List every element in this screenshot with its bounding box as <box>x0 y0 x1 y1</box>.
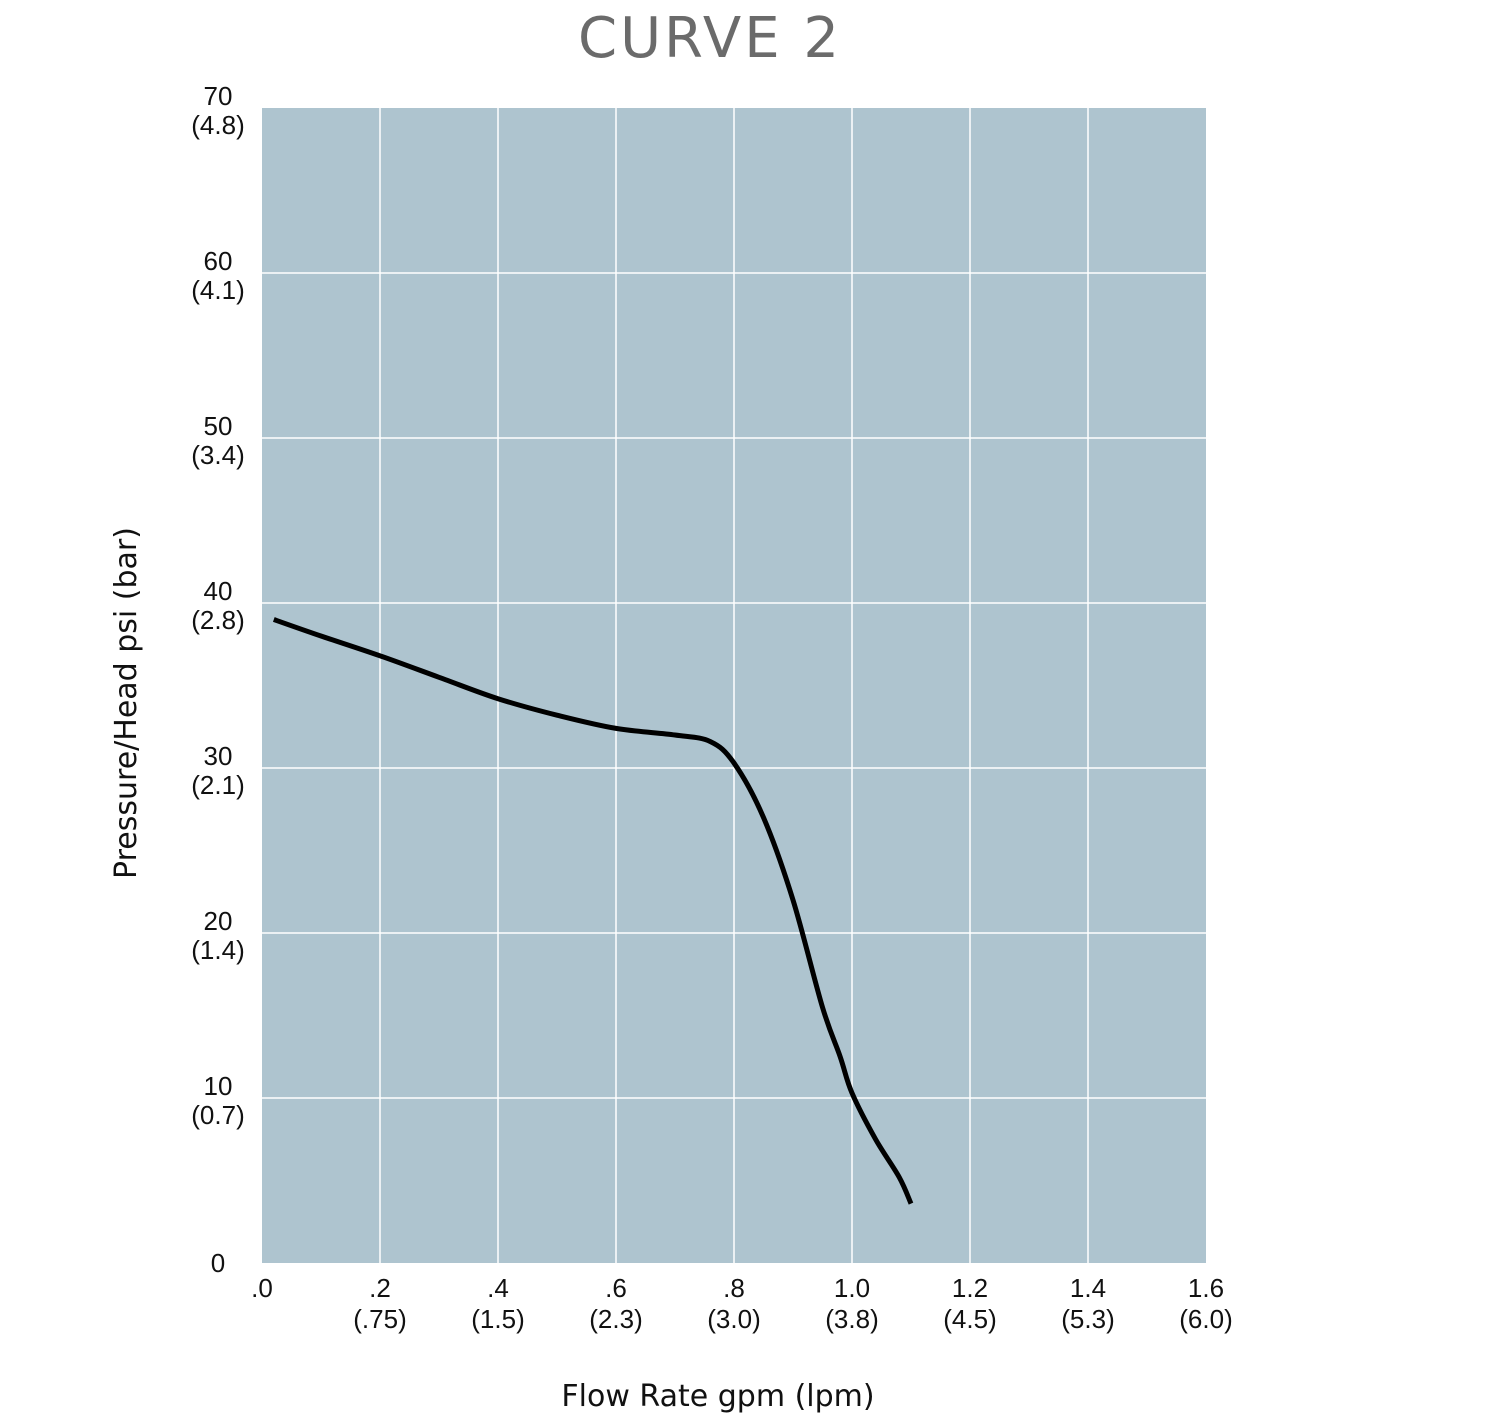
x-tick-sublabel: (4.5) <box>943 1304 996 1334</box>
y-tick-sublabel: (4.8) <box>191 110 244 140</box>
x-tick-label: .6 <box>605 1273 627 1303</box>
y-tick-sublabel: (2.1) <box>191 770 244 800</box>
y-tick-label: 0 <box>211 1248 225 1278</box>
y-tick-sublabel: (0.7) <box>191 1100 244 1130</box>
y-tick-label: 60 <box>204 246 233 276</box>
x-tick-label: 1.6 <box>1188 1273 1224 1303</box>
x-axis-label: Flow Rate gpm (lpm) <box>561 1379 874 1414</box>
x-tick-sublabel: (5.3) <box>1061 1304 1114 1334</box>
x-tick-label: 1.4 <box>1070 1273 1106 1303</box>
x-tick-label: .8 <box>723 1273 745 1303</box>
x-tick-sublabel: (3.8) <box>825 1304 878 1334</box>
y-axis-label: Pressure/Head psi (bar) <box>109 527 144 879</box>
y-tick-label: 50 <box>204 411 233 441</box>
grid-lines <box>262 108 1206 1263</box>
x-axis-ticks: .0 .2(.75) .4(1.5) .6(2.3) .8(3.0) 1.0(3.8) 1.… <box>251 1273 1233 1334</box>
x-tick-sublabel: (6.0) <box>1179 1304 1232 1334</box>
y-tick-sublabel: (3.4) <box>191 440 244 470</box>
y-tick-label: 30 <box>204 741 233 771</box>
y-tick-label: 40 <box>204 576 233 606</box>
x-tick-sublabel: (1.5) <box>471 1304 524 1334</box>
chart-title: CURVE 2 <box>578 6 842 71</box>
x-tick-label: 1.0 <box>834 1273 870 1303</box>
x-tick-sublabel: (3.0) <box>707 1304 760 1334</box>
y-tick-label: 20 <box>204 906 233 936</box>
y-tick-sublabel: (2.8) <box>191 605 244 635</box>
x-tick-label: .0 <box>251 1273 273 1303</box>
y-axis-ticks: 010(0.7)20(1.4)30(2.1)40(2.8)50(3.4)60(4… <box>191 81 244 1278</box>
x-tick-sublabel: (.75) <box>353 1304 406 1334</box>
x-tick-sublabel: (2.3) <box>589 1304 642 1334</box>
x-tick-label: 1.2 <box>952 1273 988 1303</box>
y-tick-sublabel: (1.4) <box>191 935 244 965</box>
y-tick-sublabel: (4.1) <box>191 275 244 305</box>
pump-curve-line <box>272 617 914 1205</box>
y-tick-label: 10 <box>204 1071 233 1101</box>
x-tick-label: .4 <box>487 1273 509 1303</box>
y-tick-label: 70 <box>204 81 233 111</box>
x-tick-label: .2 <box>369 1273 391 1303</box>
